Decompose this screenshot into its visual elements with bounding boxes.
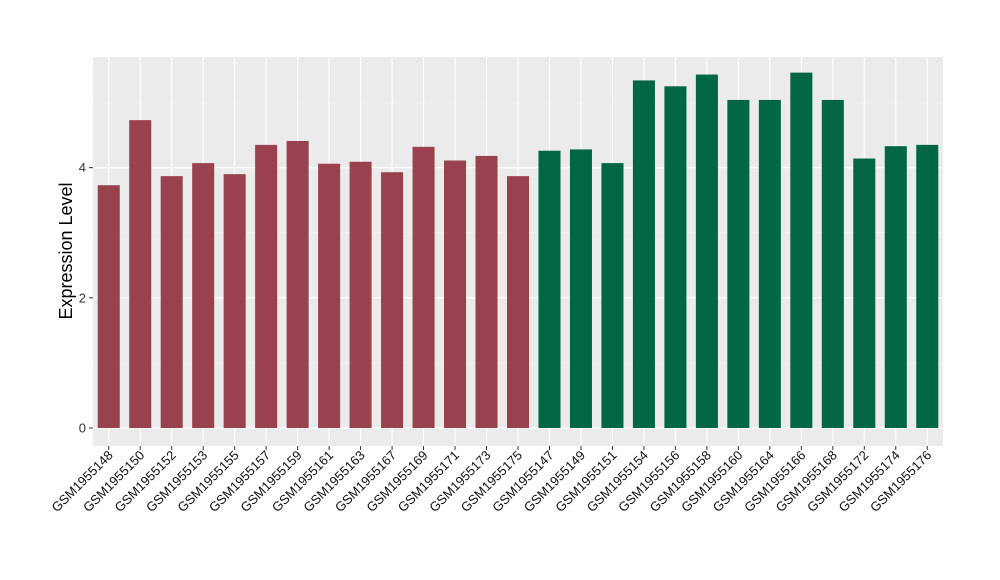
bar-GSM1955176 xyxy=(916,144,939,429)
bar-GSM1955153 xyxy=(192,163,215,428)
bar-GSM1955175 xyxy=(506,176,530,428)
bar-GSM1955155 xyxy=(223,174,246,428)
y-axis: 0 2 4 xyxy=(79,160,93,436)
bar-GSM1955150 xyxy=(129,120,152,429)
bar-GSM1955147 xyxy=(538,150,561,428)
bar-GSM1955171 xyxy=(444,160,467,428)
bar-GSM1955158 xyxy=(695,74,718,429)
bar-GSM1955156 xyxy=(664,86,687,428)
bar-GSM1955168 xyxy=(821,99,844,429)
bars xyxy=(97,72,939,429)
bar-GSM1955157 xyxy=(255,144,278,429)
y-axis-title: Expression Level xyxy=(56,182,76,319)
y-tick-label: 0 xyxy=(79,421,86,436)
bar-GSM1955169 xyxy=(412,146,435,429)
bar-GSM1955149 xyxy=(569,149,592,428)
bar-GSM1955167 xyxy=(381,172,404,428)
y-tick-label: 4 xyxy=(79,160,86,175)
bar-GSM1955164 xyxy=(758,99,781,429)
bar-GSM1955173 xyxy=(475,155,498,428)
bar-GSM1955174 xyxy=(884,146,907,429)
bar-GSM1955160 xyxy=(727,99,750,429)
bar-GSM1955163 xyxy=(349,161,372,428)
bar-GSM1955154 xyxy=(632,80,655,428)
bar-GSM1955151 xyxy=(601,163,624,428)
y-tick-label: 2 xyxy=(79,290,86,305)
bar-GSM1955172 xyxy=(853,158,876,428)
bar-GSM1955166 xyxy=(790,72,813,428)
bar-GSM1955152 xyxy=(160,176,183,428)
bar-GSM1955159 xyxy=(286,140,309,428)
bar-GSM1955161 xyxy=(318,163,341,428)
bar-GSM1955148 xyxy=(97,185,120,428)
x-axis: GSM1955148GSM1955150GSM1955152GSM1955153… xyxy=(49,446,934,515)
